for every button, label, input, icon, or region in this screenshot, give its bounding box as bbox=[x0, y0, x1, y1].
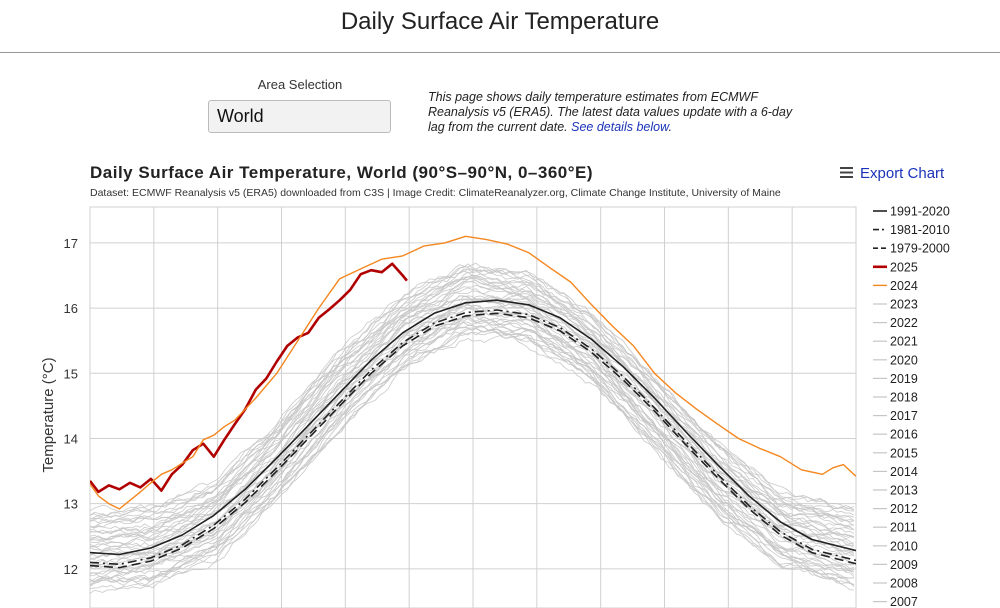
legend-item: 2017 bbox=[873, 409, 918, 423]
past-year-line bbox=[90, 263, 854, 517]
chart-legend: 1991-2020 1981-2010 1979-2000 2025 2024 2023 2… bbox=[873, 205, 950, 608]
intro-trailing: . bbox=[668, 120, 672, 134]
series-layer bbox=[90, 235, 856, 569]
legend-label: 2021 bbox=[890, 335, 918, 349]
legend-item: 2023 bbox=[873, 298, 918, 312]
climatology-line-1991-2020 bbox=[90, 299, 856, 556]
export-chart-label: Export Chart bbox=[860, 165, 945, 182]
past-year-line bbox=[90, 268, 855, 525]
legend-label: 2024 bbox=[890, 279, 918, 293]
page-title: Daily Surface Air Temperature bbox=[0, 0, 1000, 53]
intro-text: This page shows daily temperature estima… bbox=[428, 90, 808, 135]
y-tick-label: 16 bbox=[64, 301, 78, 316]
area-selection-label: Area Selection bbox=[257, 77, 343, 92]
past-year-line bbox=[90, 322, 855, 580]
legend-item: 2024 bbox=[873, 279, 918, 293]
legend-label: 2011 bbox=[890, 521, 917, 535]
y-tick-label: 13 bbox=[64, 497, 78, 512]
legend-label: 2018 bbox=[890, 391, 918, 405]
legend-item: 2013 bbox=[873, 484, 918, 498]
past-year-line bbox=[90, 295, 854, 548]
past-year-line bbox=[90, 276, 855, 528]
past-year-line bbox=[90, 326, 855, 585]
legend-item: 2021 bbox=[873, 335, 918, 349]
area-select-dropdown[interactable]: World bbox=[208, 100, 391, 133]
y-axis-ticks: 12 13 14 15 16 17 bbox=[64, 236, 78, 577]
legend-label: 2025 bbox=[890, 260, 918, 274]
legend-label: 2008 bbox=[890, 577, 918, 591]
legend-item: 2015 bbox=[873, 446, 918, 460]
y-tick-label: 14 bbox=[64, 431, 78, 446]
legend-label: 2014 bbox=[890, 465, 918, 479]
legend-item: 2008 bbox=[873, 577, 918, 591]
y-axis-label: Temperature (°C) bbox=[40, 357, 57, 472]
past-year-line bbox=[90, 276, 855, 532]
legend-label: 2010 bbox=[890, 539, 918, 553]
past-year-line bbox=[90, 308, 854, 564]
series-line-2024 bbox=[90, 235, 856, 510]
legend-item: 1979-2000 bbox=[873, 242, 950, 256]
legend-label: 2009 bbox=[890, 558, 918, 572]
legend-label: 2015 bbox=[890, 446, 918, 460]
y-tick-label: 12 bbox=[64, 562, 78, 577]
past-year-line bbox=[90, 328, 855, 586]
chart-title: Daily Surface Air Temperature, World (90… bbox=[90, 163, 593, 182]
past-years-layer bbox=[90, 262, 855, 594]
temperature-chart: Daily Surface Air Temperature, World (90… bbox=[40, 163, 950, 608]
legend-label: 2007 bbox=[890, 595, 918, 608]
y-tick-label: 15 bbox=[64, 366, 78, 381]
legend-item: 2025 bbox=[873, 260, 918, 274]
legend-label: 2012 bbox=[890, 502, 918, 516]
legend-item: 2014 bbox=[873, 465, 918, 479]
legend-label: 2020 bbox=[890, 353, 918, 367]
legend-item: 2019 bbox=[873, 372, 918, 386]
legend-label: 2022 bbox=[890, 316, 918, 330]
past-year-line bbox=[90, 326, 855, 587]
legend-label: 2013 bbox=[890, 484, 918, 498]
legend-label: 1979-2000 bbox=[890, 242, 950, 256]
legend-label: 2017 bbox=[890, 409, 918, 423]
past-year-line bbox=[90, 310, 855, 566]
past-year-line bbox=[90, 295, 855, 552]
legend-item: 2022 bbox=[873, 316, 918, 330]
legend-item: 2007 bbox=[873, 595, 918, 608]
hamburger-menu-icon bbox=[840, 167, 853, 178]
see-details-link[interactable]: See details below bbox=[571, 120, 669, 134]
legend-item: 1981-2010 bbox=[873, 223, 950, 237]
legend-item: 2016 bbox=[873, 428, 918, 442]
legend-label: 1981-2010 bbox=[890, 223, 950, 237]
legend-item: 2012 bbox=[873, 502, 918, 516]
past-year-line bbox=[90, 264, 855, 520]
legend-item: 2020 bbox=[873, 353, 918, 367]
past-year-line bbox=[90, 318, 855, 575]
export-chart-button[interactable]: Export Chart bbox=[840, 165, 945, 182]
climatology-line-1979-2000 bbox=[90, 312, 856, 569]
grid-layer bbox=[89, 206, 857, 608]
past-year-line bbox=[90, 262, 855, 513]
y-tick-label: 17 bbox=[64, 236, 78, 251]
legend-label: 2019 bbox=[890, 372, 918, 386]
past-year-line bbox=[90, 304, 855, 557]
series-line-2025 bbox=[90, 262, 408, 494]
legend-item: 2018 bbox=[873, 391, 918, 405]
legend-item: 2011 bbox=[873, 521, 917, 535]
past-year-line bbox=[90, 290, 855, 542]
intro-body: This page shows daily temperature estima… bbox=[428, 90, 793, 134]
past-year-line bbox=[90, 266, 855, 517]
past-year-line bbox=[90, 271, 855, 529]
chart-subtitle: Dataset: ECMWF Reanalysis v5 (ERA5) down… bbox=[90, 187, 781, 199]
legend-item: 1991-2020 bbox=[873, 205, 950, 219]
legend-label: 1991-2020 bbox=[890, 205, 950, 219]
legend-item: 2010 bbox=[873, 539, 918, 553]
legend-item: 2009 bbox=[873, 558, 918, 572]
legend-label: 2016 bbox=[890, 428, 918, 442]
climatology-line-1981-2010 bbox=[90, 309, 856, 566]
past-year-line bbox=[90, 305, 855, 561]
legend-label: 2023 bbox=[890, 298, 918, 312]
past-year-line bbox=[90, 298, 854, 551]
past-year-line bbox=[90, 319, 854, 582]
